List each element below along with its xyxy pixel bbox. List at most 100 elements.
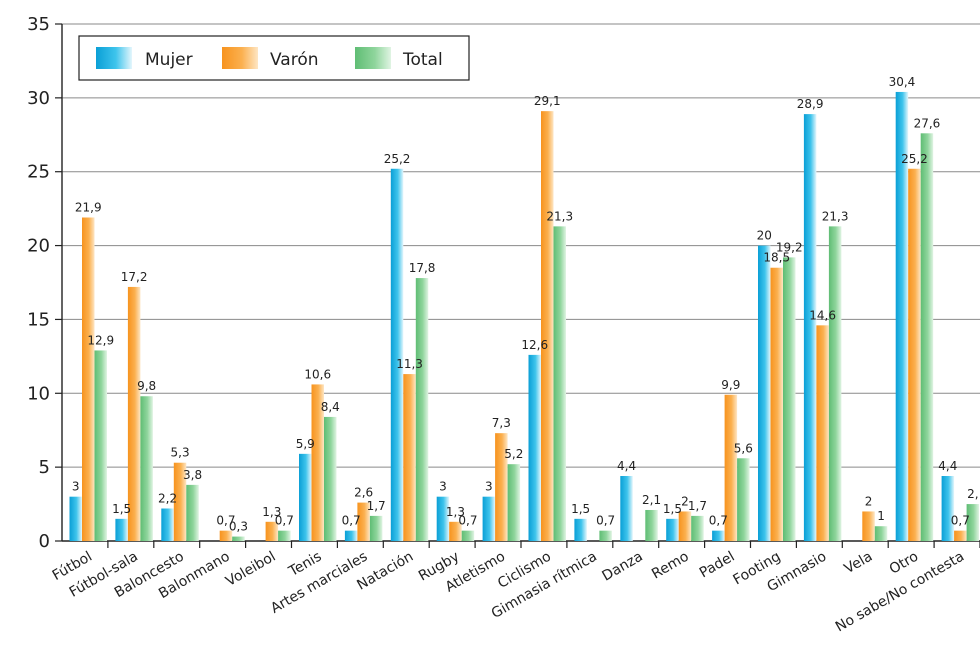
category-label: Danza <box>599 549 645 585</box>
value-label: 2,6 <box>354 486 373 500</box>
bar-varón <box>311 384 324 541</box>
value-label: 7,3 <box>492 416 511 430</box>
value-label: 3 <box>439 480 447 494</box>
value-label: 1,7 <box>688 499 707 513</box>
category-label: Vela <box>842 549 876 578</box>
value-label: 0,3 <box>229 520 248 534</box>
bar-total <box>278 530 291 541</box>
legend-label-mujer: Mujer <box>145 50 193 70</box>
value-label: 0,7 <box>216 514 235 528</box>
bar-total <box>874 526 888 541</box>
value-label: 12,9 <box>87 333 114 347</box>
bar-varón <box>357 502 370 541</box>
category-labels: FútbolFútbol-salaBaloncestoBalonmanoVole… <box>50 549 967 636</box>
bar-varón <box>82 217 95 541</box>
bar-mujer <box>620 476 633 541</box>
bar-mujer <box>161 508 174 541</box>
legend: Mujer Varón Total <box>78 35 470 81</box>
value-label: 2, <box>967 487 978 501</box>
value-label: 5,9 <box>296 437 315 451</box>
value-label: 0,7 <box>275 514 294 528</box>
value-label: 1,5 <box>112 502 131 516</box>
bar-total <box>828 226 842 541</box>
value-label: 19,2 <box>776 240 803 254</box>
bar-total <box>94 350 107 541</box>
y-tick-labels: 0 5 10 15 20 25 30 35 <box>27 14 50 552</box>
bar-mujer <box>344 530 358 541</box>
bar-total <box>645 509 658 541</box>
bar-mujer <box>803 114 817 541</box>
bar-varón <box>219 530 233 541</box>
value-label: 20 <box>757 229 772 243</box>
bar-total <box>415 278 429 541</box>
bar-total <box>737 458 750 541</box>
value-label: 21,3 <box>546 209 573 223</box>
value-label: 2,2 <box>158 492 177 506</box>
bar-total <box>507 464 521 541</box>
value-label: 0,7 <box>709 514 728 528</box>
bar-total <box>783 257 796 541</box>
bar-mujer <box>390 168 404 541</box>
value-label: 14,6 <box>809 308 836 322</box>
y-tick-label: 5 <box>39 457 50 478</box>
value-label: 21,3 <box>822 209 849 223</box>
value-label: 4,4 <box>617 459 636 473</box>
value-label: 0,7 <box>596 514 615 528</box>
bar-varón <box>678 511 692 541</box>
bar-mujer <box>895 91 909 541</box>
value-label: 17,8 <box>409 261 436 275</box>
value-label: 0,7 <box>342 514 361 528</box>
bar-total <box>324 416 337 541</box>
value-label: 3 <box>72 480 80 494</box>
value-label: 11,3 <box>396 357 423 371</box>
bar-mujer <box>115 518 128 541</box>
value-label: 0,7 <box>951 514 970 528</box>
bar-total <box>920 133 934 541</box>
bar-varón <box>265 521 279 541</box>
bar-mujer <box>941 476 955 541</box>
legend-swatch-mujer <box>96 47 132 69</box>
bar-varón <box>403 374 416 541</box>
value-label: 1,3 <box>446 505 465 519</box>
bar-total <box>966 504 980 541</box>
bar-varón <box>954 530 967 541</box>
bar-varón <box>449 521 462 541</box>
value-label: 30,4 <box>889 75 916 89</box>
bar-varón <box>862 511 875 541</box>
legend-swatch-varon <box>222 47 258 69</box>
value-label: 12,6 <box>521 338 548 352</box>
bar-mujer <box>482 496 496 541</box>
bar-total <box>553 226 566 541</box>
bar-varón <box>724 394 738 541</box>
y-tick-label: 35 <box>27 14 50 35</box>
value-label: 17,2 <box>121 270 148 284</box>
bar-varón <box>770 267 783 541</box>
bar-varón <box>495 433 508 541</box>
value-label: 27,6 <box>914 116 941 130</box>
bar-total <box>232 536 245 541</box>
legend-label-varon: Varón <box>270 50 319 70</box>
y-tick-label: 20 <box>27 236 50 257</box>
bar-varón <box>127 286 141 541</box>
value-label: 1,5 <box>663 502 682 516</box>
bar-total <box>186 484 199 541</box>
value-label: 2 <box>865 494 873 508</box>
bar-mujer <box>666 518 679 541</box>
bar-mujer <box>574 518 587 541</box>
category-label: Remo <box>649 549 692 583</box>
value-labels: 321,912,91,517,29,82,25,33,80,70,31,30,7… <box>72 75 979 534</box>
legend-swatch-total <box>355 47 391 69</box>
value-label: 2,1 <box>642 493 661 507</box>
value-label: 8,4 <box>321 400 340 414</box>
bars <box>69 91 980 542</box>
category-label: Voleibol <box>223 549 278 590</box>
y-tick-label: 25 <box>27 162 50 183</box>
bar-mujer <box>299 453 312 541</box>
value-label: 5,6 <box>734 441 753 455</box>
gridlines <box>62 23 980 468</box>
y-tick-label: 30 <box>27 88 50 109</box>
bar-varón <box>908 168 921 541</box>
bar-varón <box>816 325 829 541</box>
bar-total <box>691 515 704 541</box>
